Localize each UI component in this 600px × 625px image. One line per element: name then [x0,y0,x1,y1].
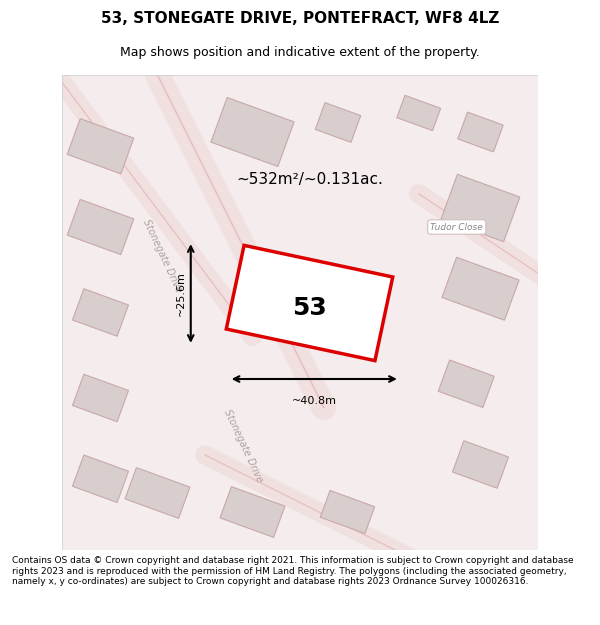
Polygon shape [226,246,393,361]
Polygon shape [442,258,519,320]
Polygon shape [67,119,134,174]
Polygon shape [315,102,361,142]
Text: ~532m²/~0.131ac.: ~532m²/~0.131ac. [236,172,383,187]
Polygon shape [125,468,190,518]
Text: ~25.6m: ~25.6m [176,271,186,316]
Text: Stonegate Drive: Stonegate Drive [221,408,265,484]
Polygon shape [211,98,294,166]
Polygon shape [67,199,134,254]
Text: Map shows position and indicative extent of the property.: Map shows position and indicative extent… [120,46,480,59]
Polygon shape [220,487,285,538]
Text: Tudor Close: Tudor Close [430,222,483,231]
Text: 53, STONEGATE DRIVE, PONTEFRACT, WF8 4LZ: 53, STONEGATE DRIVE, PONTEFRACT, WF8 4LZ [101,11,499,26]
Polygon shape [441,174,520,242]
Polygon shape [397,96,440,131]
Polygon shape [73,289,128,336]
Text: Contains OS data © Crown copyright and database right 2021. This information is : Contains OS data © Crown copyright and d… [12,556,574,586]
Polygon shape [73,374,128,422]
Polygon shape [62,75,538,550]
Text: ~40.8m: ~40.8m [292,396,337,406]
Text: 53: 53 [292,296,327,320]
Polygon shape [438,360,494,408]
Polygon shape [458,112,503,152]
Text: Stonegate Drive: Stonegate Drive [141,217,184,294]
Polygon shape [452,441,509,488]
Polygon shape [73,455,128,503]
Polygon shape [320,491,374,534]
